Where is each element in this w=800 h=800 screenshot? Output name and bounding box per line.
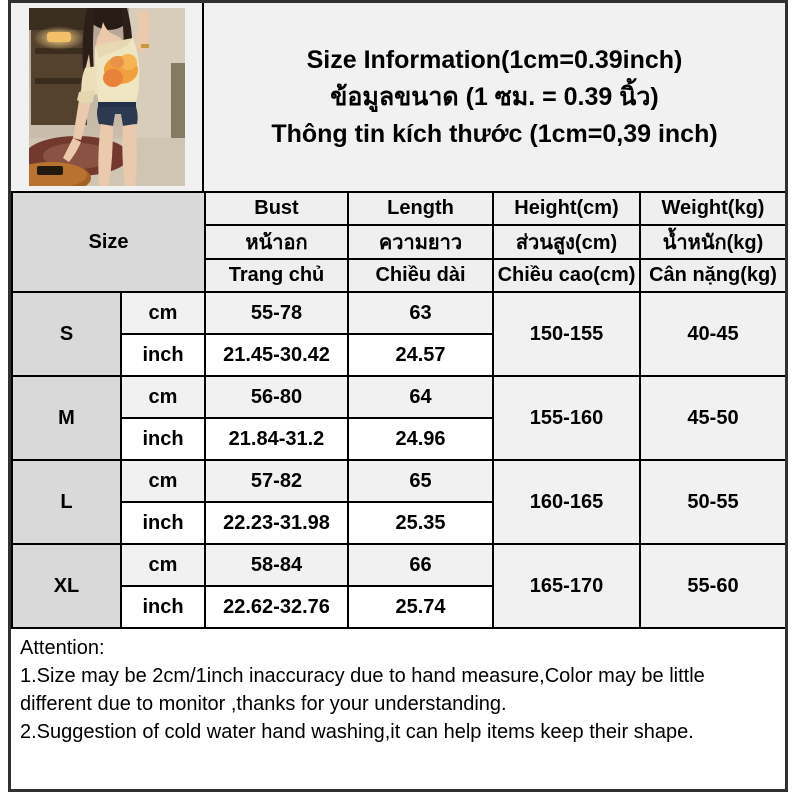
unit-inch: inch: [120, 333, 206, 377]
row-s-inch: inch 21.45-30.42 24.57: [12, 333, 785, 377]
m-length-inch: 24.96: [347, 417, 494, 461]
header-row-th: หน้าอก ความยาว ส่วนสูง(cm) น้ำหนัก(kg): [12, 224, 785, 260]
s-length-cm: 63: [347, 291, 494, 335]
unit-cm: cm: [120, 291, 206, 335]
size-table: Size Bust Length Height(cm) Weight(kg) ห…: [11, 191, 785, 629]
col-length-th: ความยาว: [347, 224, 494, 260]
row-l-inch: inch 22.23-31.98 25.35: [12, 501, 785, 545]
attention-note-1: 1.Size may be 2cm/1inch inaccuracy due t…: [20, 665, 705, 715]
col-length-en: Length: [347, 191, 494, 226]
row-xl-cm: XL cm 58-84 66 165-170 55-60: [11, 543, 785, 629]
row-xl-inch: inch 22.62-32.76 25.74: [12, 585, 785, 629]
product-photo: [28, 8, 185, 186]
size-chart-panel: Size Information(1cm=0.39inch) ข้อมูลขนา…: [8, 0, 788, 792]
col-bust-th: หน้าอก: [204, 224, 349, 260]
col-height-th: ส่วนสูง(cm): [492, 224, 641, 260]
s-bust-cm: 55-78: [204, 291, 349, 335]
unit-cm: cm: [120, 459, 206, 503]
size-label-xl: XL: [11, 543, 122, 629]
unit-cm: cm: [120, 375, 206, 419]
title-english: Size Information(1cm=0.39inch): [306, 45, 683, 74]
attention-note-2: 2.Suggestion of cold water hand washing,…: [20, 721, 694, 743]
xl-bust-inch: 22.62-32.76: [204, 585, 349, 629]
size-label-l: L: [11, 459, 122, 545]
col-height-en: Height(cm): [492, 191, 641, 226]
unit-cm: cm: [120, 543, 206, 587]
s-bust-inch: 21.45-30.42: [204, 333, 349, 377]
col-height-vi: Chiều cao(cm): [492, 258, 641, 293]
attention-section: Attention: 1.Size may be 2cm/1inch inacc…: [11, 629, 785, 746]
l-height: 160-165: [492, 459, 641, 545]
col-weight-th: น้ำหนัก(kg): [639, 224, 785, 260]
banner-titles: Size Information(1cm=0.39inch) ข้อมูลขนา…: [204, 3, 785, 191]
title-vietnamese: Thông tin kích thước (1cm=0,39 inch): [271, 119, 718, 148]
attention-heading: Attention:: [20, 637, 105, 659]
m-height: 155-160: [492, 375, 641, 461]
col-length-vi: Chiều dài: [347, 258, 494, 293]
unit-inch: inch: [120, 585, 206, 629]
s-weight: 40-45: [639, 291, 785, 377]
xl-bust-cm: 58-84: [204, 543, 349, 587]
header-row-vi: Trang chủ Chiều dài Chiều cao(cm) Cân nặ…: [12, 258, 785, 293]
title-thai: ข้อมูลขนาด (1 ซม. = 0.39 นิ้ว): [330, 82, 659, 111]
row-l-cm: L cm 57-82 65 160-165 50-55: [11, 459, 785, 545]
l-bust-cm: 57-82: [204, 459, 349, 503]
s-length-inch: 24.57: [347, 333, 494, 377]
l-weight: 50-55: [639, 459, 785, 545]
row-m-inch: inch 21.84-31.2 24.96: [12, 417, 785, 461]
unit-inch: inch: [120, 501, 206, 545]
row-m-cm: M cm 56-80 64 155-160 45-50: [11, 375, 785, 461]
l-length-cm: 65: [347, 459, 494, 503]
size-label-s: S: [11, 291, 122, 377]
size-header-cell: Size: [11, 191, 206, 293]
row-s-cm: S cm 55-78 63 150-155 40-45: [11, 291, 785, 377]
m-bust-cm: 56-80: [204, 375, 349, 419]
m-length-cm: 64: [347, 375, 494, 419]
s-height: 150-155: [492, 291, 641, 377]
col-weight-vi: Cân nặng(kg): [639, 258, 785, 293]
col-weight-en: Weight(kg): [639, 191, 785, 226]
l-length-inch: 25.35: [347, 501, 494, 545]
xl-length-inch: 25.74: [347, 585, 494, 629]
banner: Size Information(1cm=0.39inch) ข้อมูลขนา…: [11, 3, 785, 191]
size-label-m: M: [11, 375, 122, 461]
header-row-en: Size Bust Length Height(cm) Weight(kg): [11, 191, 785, 293]
xl-length-cm: 66: [347, 543, 494, 587]
col-bust-en: Bust: [204, 191, 349, 226]
product-photo-cell: [11, 3, 204, 191]
xl-weight: 55-60: [639, 543, 785, 629]
l-bust-inch: 22.23-31.98: [204, 501, 349, 545]
model-photo-illustration: [28, 8, 185, 186]
m-weight: 45-50: [639, 375, 785, 461]
col-bust-vi: Trang chủ: [204, 258, 349, 293]
m-bust-inch: 21.84-31.2: [204, 417, 349, 461]
unit-inch: inch: [120, 417, 206, 461]
xl-height: 165-170: [492, 543, 641, 629]
